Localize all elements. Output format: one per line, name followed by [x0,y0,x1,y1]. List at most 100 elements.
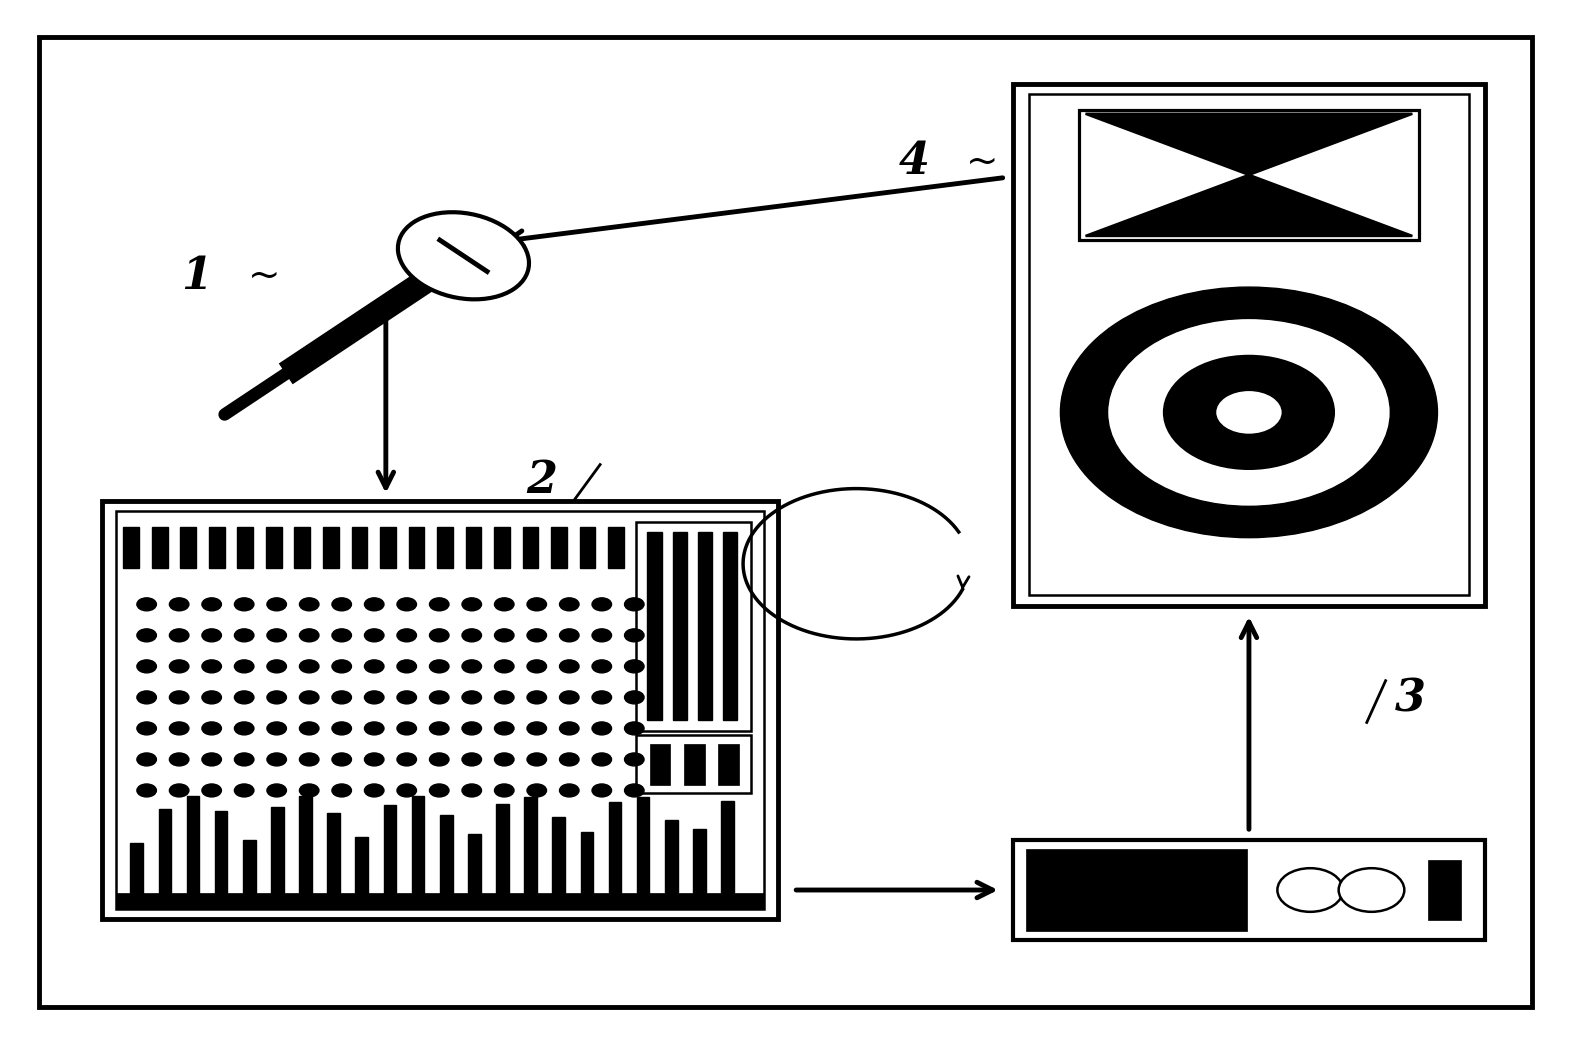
Bar [683,743,705,785]
Circle shape [267,784,286,797]
Ellipse shape [397,212,529,300]
Circle shape [300,784,319,797]
Circle shape [397,784,416,797]
Bar [294,526,309,568]
Bar [1428,860,1461,920]
Circle shape [137,722,157,735]
Circle shape [625,784,644,797]
Circle shape [1338,869,1404,911]
Circle shape [203,722,222,735]
Bar [1029,94,1469,595]
Circle shape [495,784,514,797]
Circle shape [234,722,255,735]
Bar [324,526,339,568]
Circle shape [559,722,580,735]
Bar [525,797,537,900]
Circle shape [137,628,157,642]
Bar [244,839,256,900]
Bar [672,532,687,720]
Circle shape [1164,356,1334,469]
Circle shape [364,753,383,766]
Bar [636,735,751,793]
Circle shape [331,753,352,766]
Circle shape [331,628,352,642]
Bar [553,817,566,900]
Circle shape [364,598,383,611]
Circle shape [364,660,383,672]
Bar [130,843,143,900]
Bar [352,526,368,568]
Bar [721,801,734,900]
Circle shape [397,628,416,642]
Bar [437,526,452,568]
Circle shape [495,598,514,611]
Bar [116,511,764,909]
Bar [698,532,712,720]
Circle shape [203,628,222,642]
Circle shape [462,598,481,611]
Circle shape [203,691,222,704]
Circle shape [526,753,547,766]
Bar [495,526,511,568]
Circle shape [495,753,514,766]
Bar [272,807,284,900]
Bar [665,820,677,900]
Circle shape [300,722,319,735]
Circle shape [592,722,611,735]
Circle shape [429,628,449,642]
Circle shape [300,598,319,611]
Circle shape [300,753,319,766]
Bar [1013,840,1485,940]
Bar [383,805,396,900]
Circle shape [203,598,222,611]
Bar [551,526,567,568]
Circle shape [203,753,222,766]
Circle shape [300,628,319,642]
Circle shape [429,660,449,672]
Bar [355,837,368,900]
Circle shape [592,660,611,672]
Circle shape [331,660,352,672]
Circle shape [592,598,611,611]
Circle shape [429,722,449,735]
Circle shape [526,628,547,642]
Circle shape [559,598,580,611]
Text: ~: ~ [966,143,999,181]
Circle shape [1277,869,1343,911]
Circle shape [462,660,481,672]
Bar [636,522,751,731]
Circle shape [526,598,547,611]
Circle shape [592,628,611,642]
Bar [1026,849,1247,931]
Bar [608,526,624,568]
Bar [237,526,253,568]
Circle shape [429,598,449,611]
Circle shape [397,722,416,735]
Circle shape [203,784,222,797]
Circle shape [364,691,383,704]
Circle shape [300,691,319,704]
Circle shape [234,628,255,642]
Circle shape [170,691,189,704]
Bar [1079,110,1419,240]
Bar [468,834,481,900]
Circle shape [397,660,416,672]
Circle shape [234,784,255,797]
Circle shape [625,628,644,642]
Circle shape [526,784,547,797]
Bar [187,796,200,900]
Bar [647,532,661,720]
Circle shape [137,691,157,704]
Circle shape [1214,389,1284,435]
Circle shape [170,753,189,766]
Circle shape [559,753,580,766]
Bar [116,893,764,909]
Bar [412,796,424,900]
Circle shape [203,660,222,672]
Bar [159,809,171,900]
Circle shape [495,660,514,672]
Circle shape [495,628,514,642]
Bar [465,526,481,568]
Circle shape [234,660,255,672]
Text: 1: 1 [181,255,212,299]
